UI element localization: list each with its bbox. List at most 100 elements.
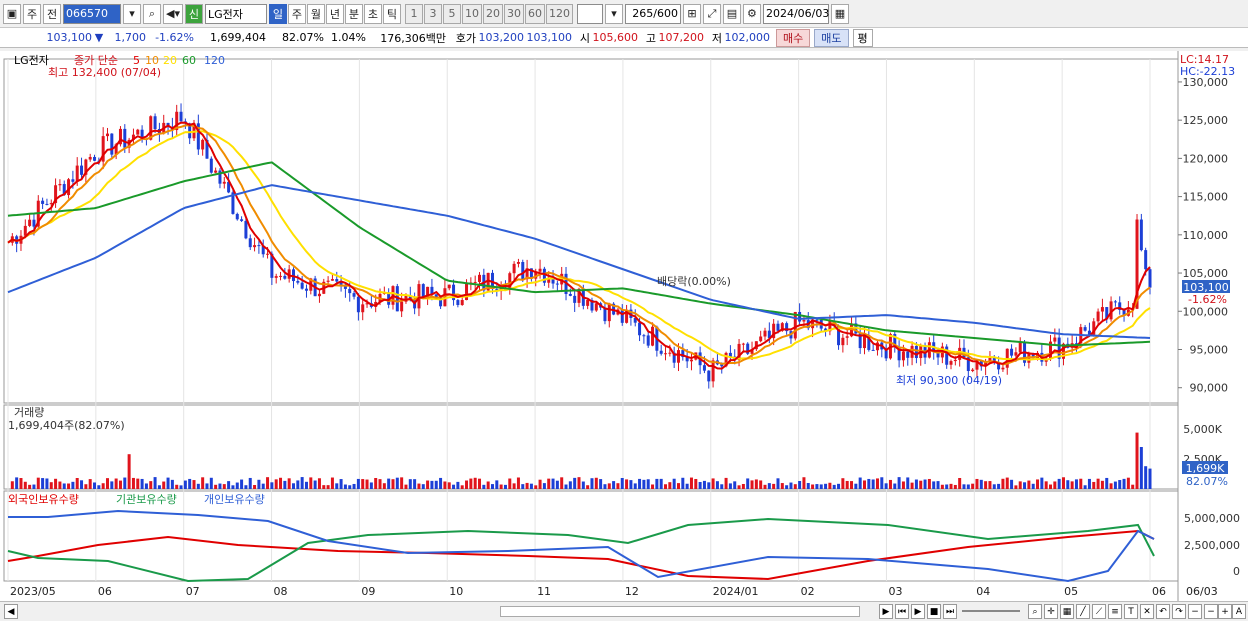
compare-icon[interactable]: ▦ [1060, 604, 1074, 619]
x-tick-label: 09 [361, 585, 375, 598]
rewind-icon[interactable]: ⏮ [895, 604, 909, 619]
stock-code-input[interactable]: 066570 [63, 3, 121, 24]
data-count-field[interactable]: 265/600 [624, 3, 681, 24]
gear-icon[interactable]: ⚙ [742, 3, 761, 24]
change-rate: -1.62% [155, 31, 194, 44]
interval-tab[interactable]: 1 [404, 3, 423, 24]
buy-button[interactable]: 매수 [776, 28, 811, 47]
volume-bar [1100, 480, 1104, 489]
forward-icon[interactable]: ⏭ [943, 604, 957, 619]
candle-body [997, 362, 1001, 370]
interval-tab[interactable]: 120 [545, 3, 573, 24]
x-tick-label: 02 [801, 585, 815, 598]
candle-body [149, 116, 153, 140]
sell-button[interactable]: 매도 [814, 28, 849, 47]
interval-tab[interactable]: 30 [503, 3, 524, 24]
volume-bar [408, 479, 412, 489]
period-tab[interactable]: 월 [306, 3, 325, 24]
undo-icon[interactable]: ↶ [1156, 604, 1170, 619]
candle-body [131, 134, 135, 140]
volume-bar [871, 479, 875, 489]
save-icon[interactable]: ▤ [722, 3, 741, 24]
holdings-line [7, 529, 1155, 581]
volume-bar [395, 477, 399, 489]
code-dropdown-icon[interactable]: ▾ [123, 3, 141, 24]
candle-body [1074, 343, 1078, 345]
interval-tab[interactable]: 20 [482, 3, 503, 24]
volume-bar [352, 483, 356, 489]
volume-bar [240, 479, 244, 489]
candle-body [28, 219, 32, 226]
stop-icon[interactable]: ■ [927, 604, 941, 619]
x-tick-label: 2024/01 [713, 585, 759, 598]
candle-body [824, 328, 828, 332]
scroll-thumb[interactable] [500, 606, 860, 617]
legend-ma10: 10 [145, 54, 159, 67]
volume-bar [1092, 481, 1096, 489]
volume-bar [1027, 480, 1031, 489]
candle-body [465, 283, 469, 301]
volume-bar [992, 484, 996, 489]
draw-tool-icon[interactable]: ⤢ [702, 3, 721, 24]
period-tab[interactable]: 일 [268, 3, 287, 24]
volume-bar [534, 485, 538, 489]
volume-bar [867, 478, 871, 489]
volume-bar [798, 481, 802, 489]
legend-series: 종가 단순 [74, 54, 118, 67]
zoom-icon[interactable]: ⌕ [1028, 604, 1042, 619]
avg-button[interactable]: 평 [852, 28, 873, 47]
search-icon[interactable]: ⌕ [143, 3, 161, 24]
new-badge[interactable]: 신 [184, 3, 203, 24]
date-input[interactable]: 2024/06/03 [762, 3, 829, 24]
volume-bar [927, 478, 931, 489]
fib-tool-icon[interactable]: ≡ [1108, 604, 1122, 619]
font-size-icon[interactable]: A [1232, 604, 1246, 619]
stock-chart[interactable]: 130,000125,000120,000115,000110,000105,0… [0, 51, 1248, 601]
redo-icon[interactable]: ↷ [1172, 604, 1186, 619]
volume-bar [67, 483, 71, 489]
crosshair-icon[interactable]: ✛ [1044, 604, 1058, 619]
interval-tab[interactable]: 10 [461, 3, 482, 24]
period-unit-select[interactable]: 주 [23, 3, 41, 24]
text-tool-icon[interactable]: T [1124, 604, 1138, 619]
zoom-out-icon[interactable]: − [1188, 604, 1202, 619]
volume-bar [884, 483, 888, 489]
interval-custom-input[interactable] [576, 3, 603, 24]
period-tab[interactable]: 주 [287, 3, 306, 24]
current-rate-label: -1.62% [1188, 293, 1227, 306]
speaker-icon[interactable]: ◀▾ [163, 3, 183, 24]
hc-label: HC:-22.13 [1180, 65, 1235, 78]
volume-bar [672, 478, 676, 489]
window-icon[interactable]: ▣ [3, 3, 21, 24]
plus-icon[interactable]: + [1218, 604, 1232, 619]
current-price-tag-label: 103,100 [1183, 281, 1229, 294]
play-icon[interactable]: ▶ [911, 604, 925, 619]
scroll-left-icon[interactable]: ◀ [4, 604, 18, 619]
holdings-legend: 외국인보유수량 [8, 493, 79, 506]
candle-body [1105, 307, 1109, 320]
x-tick-label: 06 [1152, 585, 1166, 598]
line-tool-icon[interactable]: ╱ [1076, 604, 1090, 619]
speed-slider[interactable] [962, 610, 1020, 612]
volume-bar [144, 483, 148, 489]
period-tab[interactable]: 년 [325, 3, 344, 24]
scroll-right-icon[interactable]: ▶ [879, 604, 893, 619]
trend-tool-icon[interactable]: ⟋ [1092, 604, 1106, 619]
period-tab[interactable]: 분 [344, 3, 363, 24]
indicator-icon[interactable]: ⊞ [682, 3, 701, 24]
calendar-icon[interactable]: ▦ [830, 3, 849, 24]
candle-body [1096, 311, 1100, 322]
period-tab[interactable]: 틱 [382, 3, 401, 24]
interval-tab[interactable]: 5 [442, 3, 461, 24]
eraser-icon[interactable]: ✕ [1140, 604, 1154, 619]
volume-ratio-label: 82.07% [1186, 475, 1228, 488]
period-tab[interactable]: 초 [363, 3, 382, 24]
candle-body [1010, 348, 1014, 356]
volume-bar [205, 483, 209, 489]
chart-scrollbar[interactable]: ◀ ▶ ⏮ ▶ ■ ⏭ ⌕ ✛ ▦ ╱ ⟋ ≡ T ✕ ↶ ↷ − − + A [0, 601, 1248, 621]
minus-icon[interactable]: − [1204, 604, 1218, 619]
prev-button[interactable]: 전 [43, 3, 61, 24]
interval-dropdown-icon[interactable]: ▾ [604, 3, 623, 24]
interval-tab[interactable]: 60 [524, 3, 545, 24]
interval-tab[interactable]: 3 [423, 3, 442, 24]
